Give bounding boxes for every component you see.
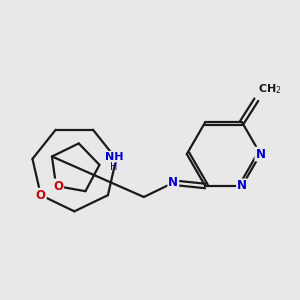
Text: N: N	[255, 148, 266, 160]
Text: N: N	[168, 176, 178, 189]
Text: H: H	[110, 162, 118, 172]
Text: NH: NH	[105, 152, 123, 162]
Text: O: O	[53, 179, 63, 193]
Text: N: N	[237, 179, 247, 193]
Text: O: O	[36, 189, 46, 202]
Text: CH$_2$: CH$_2$	[258, 83, 282, 97]
